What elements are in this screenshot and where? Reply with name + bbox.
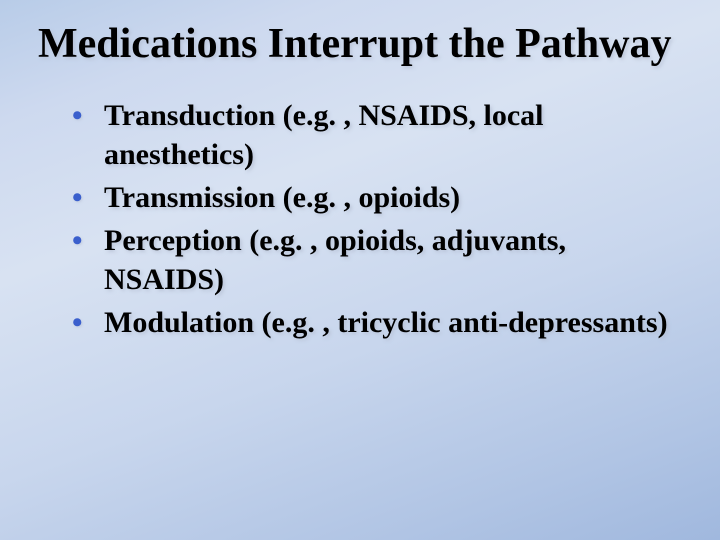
bullet-item: Transduction (e.g. , NSAIDS, local anest… [72,96,690,174]
bullet-item: Perception (e.g. , opioids, adjuvants, N… [72,221,690,299]
bullet-list: Transduction (e.g. , NSAIDS, local anest… [72,96,690,342]
bullet-item: Modulation (e.g. , tricyclic anti-depres… [72,303,690,342]
bullet-item: Transmission (e.g. , opioids) [72,178,690,217]
slide-title: Medications Interrupt the Pathway [38,20,690,68]
slide: Medications Interrupt the Pathway Transd… [0,0,720,540]
